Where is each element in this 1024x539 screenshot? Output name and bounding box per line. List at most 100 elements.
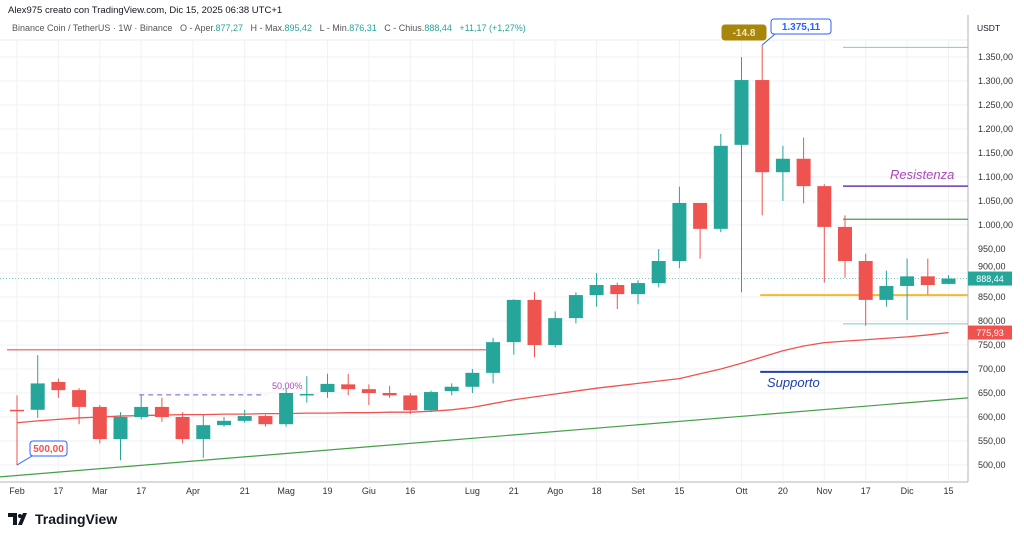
low-label: L - Min. <box>319 23 350 33</box>
last-price-tag <box>968 271 1012 286</box>
tradingview-logo: TradingView <box>8 511 117 527</box>
x-tick-label: Ott <box>735 486 748 496</box>
x-tick-label: 18 <box>592 486 602 496</box>
candle <box>299 376 314 403</box>
candle-body <box>217 420 231 426</box>
x-tick-label: Giu <box>362 486 376 496</box>
last-price-text: 888,44 <box>976 274 1004 284</box>
candle <box>424 390 438 413</box>
x-tick-label: 17 <box>53 486 63 496</box>
candle-body <box>486 342 501 373</box>
resistance-label: Resistenza <box>890 167 954 182</box>
y-tick-label: 850,00 <box>978 292 1006 302</box>
candle <box>693 202 708 259</box>
candle <box>817 184 832 283</box>
candle-body <box>175 417 190 440</box>
fib-label: 50,00% <box>272 381 303 391</box>
candle-body <box>320 383 335 393</box>
candle-body <box>237 416 252 421</box>
low-callout-box <box>29 440 68 457</box>
high-value: 895,42 <box>284 23 313 33</box>
candle-body <box>444 386 459 392</box>
callout-pointer <box>16 455 33 466</box>
candle <box>465 369 480 393</box>
high-callout-text: 1.375,11 <box>782 22 821 33</box>
candle-body <box>838 226 852 261</box>
candle-body <box>424 392 438 411</box>
high-callout-box <box>770 18 832 35</box>
candle-body <box>589 285 604 296</box>
candle-body <box>465 372 480 387</box>
candle-body <box>734 80 749 145</box>
x-tick-label: 19 <box>322 486 332 496</box>
candle-body <box>775 158 790 173</box>
change-callout-box <box>721 24 767 41</box>
ohlc-legend: Binance Coin / TetherUS · 1W · Binance O… <box>12 23 526 33</box>
candle <box>838 215 852 278</box>
low-value: 876,31 <box>349 23 377 33</box>
trendline <box>0 397 969 478</box>
close-value: 888,44 <box>424 23 452 33</box>
x-tick-label: 21 <box>240 486 250 496</box>
candle-body <box>382 393 397 396</box>
x-tick-label: Set <box>631 486 645 496</box>
symbol-title[interactable]: Binance Coin / TetherUS · 1W · Binance <box>12 23 173 33</box>
y-tick-label: 1.000,00 <box>978 220 1013 230</box>
x-tick-label: 15 <box>674 486 684 496</box>
candle-body <box>258 416 273 425</box>
candle <box>506 299 521 355</box>
candle <box>941 275 956 285</box>
x-tick-label: Nov <box>816 486 833 496</box>
candle <box>134 395 149 420</box>
x-tick-label: 17 <box>861 486 871 496</box>
candle <box>175 412 190 444</box>
x-tick-label: Lug <box>465 486 480 496</box>
y-tick-label: 950,00 <box>978 244 1006 254</box>
candle-body <box>900 276 915 286</box>
ma-price-tag <box>968 325 1012 340</box>
candle <box>10 395 24 465</box>
candle-body <box>361 389 376 393</box>
candle-body <box>817 186 832 227</box>
candle-body <box>279 393 294 425</box>
y-tick-label: 1.250,00 <box>978 100 1013 110</box>
y-tick-label: 650,00 <box>978 388 1006 398</box>
x-tick-label: 17 <box>136 486 146 496</box>
candle-body <box>548 318 563 345</box>
candle-body <box>568 295 583 319</box>
x-tick-label: Dic <box>901 486 914 496</box>
tradingview-logo-icon <box>8 513 27 525</box>
candle-body <box>299 393 314 396</box>
candle <box>486 337 501 384</box>
candle <box>217 417 231 427</box>
y-tick-label: 750,00 <box>978 340 1006 350</box>
candle <box>258 414 273 427</box>
candle-body <box>72 390 87 407</box>
candle-body <box>506 299 521 343</box>
y-tick-label: 1.150,00 <box>978 148 1013 158</box>
support-label: Supporto <box>767 375 820 390</box>
y-tick-label: 1.100,00 <box>978 172 1013 182</box>
x-tick-label: Ago <box>547 486 563 496</box>
candle <box>796 137 811 204</box>
candle <box>900 258 915 321</box>
candle-body <box>941 278 956 284</box>
candle <box>858 253 873 326</box>
high-label: H - Max. <box>250 23 285 33</box>
candle-body <box>30 383 45 410</box>
candle <box>154 397 169 422</box>
x-tick-label: 16 <box>405 486 415 496</box>
y-tick-label: 1.300,00 <box>978 76 1013 86</box>
candle <box>92 405 107 444</box>
close-label: C - Chius. <box>384 23 425 33</box>
x-tick-label: 20 <box>778 486 788 496</box>
candle-body <box>51 381 66 391</box>
candle <box>444 383 459 396</box>
attribution: Alex975 creato con TradingView.com, Dic … <box>8 5 283 16</box>
low-callout-text: 500,00 <box>33 444 64 455</box>
logo-text: TradingView <box>35 511 118 527</box>
x-tick-label: 21 <box>509 486 519 496</box>
candle <box>920 258 935 295</box>
y-tick-label: 600,00 <box>978 412 1006 422</box>
